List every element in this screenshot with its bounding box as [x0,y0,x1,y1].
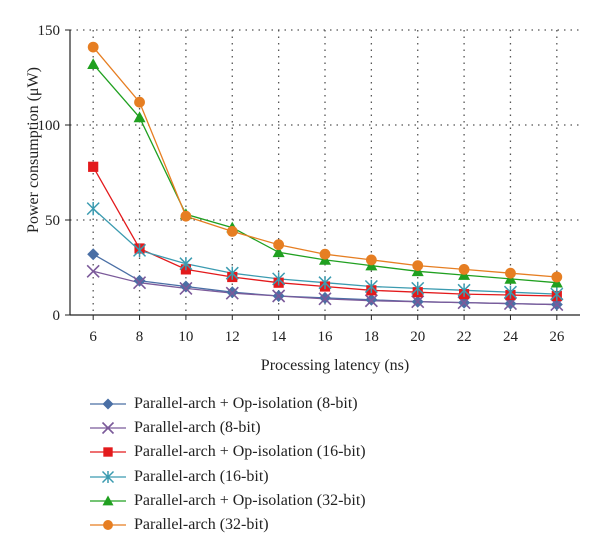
data-point [179,257,193,271]
y-tick-label: 100 [38,118,61,134]
data-point [365,254,377,266]
legend-swatch [90,398,126,410]
data-point [86,202,100,216]
y-tick-label: 150 [38,23,61,39]
legend-item: Parallel-arch (8-bit) [88,416,488,440]
data-point [318,276,332,290]
data-point [134,96,145,108]
x-tick-label: 6 [89,329,97,345]
grid-lines [70,29,580,315]
y-axis-title: Power consumption (μW) [25,67,42,233]
x-axis-title: Processing latency (ns) [261,357,409,374]
series-markers [86,41,564,312]
line-chart: 6 8 10 12 14 16 18 20 22 24 26 0 50 100 150 Processin… [25,23,580,374]
x-tick-label: 16 [318,329,334,345]
data-point [364,279,378,294]
legend-swatch [90,470,126,483]
x-tick-label: 22 [457,329,472,345]
x-tick-label: 24 [503,329,519,345]
legend-item: Parallel-arch + Op-isolation (16-bit) [88,440,488,464]
data-point [272,289,286,303]
data-point [364,294,378,308]
x-tick-label: 12 [225,329,240,345]
data-point [411,295,425,309]
legend-label: Parallel-arch + Op-isolation (16-bit) [134,443,366,461]
data-point [411,281,425,295]
data-point [103,520,113,530]
data-point [179,281,193,295]
data-point [180,210,192,222]
x-tick-label: 8 [136,329,144,345]
data-point [87,248,100,261]
data-point [132,276,147,290]
data-point [101,470,115,483]
series-line [92,46,557,278]
data-point [458,264,470,275]
data-point [133,111,146,123]
data-point [133,243,147,257]
data-point [319,248,331,260]
data-point [457,283,471,297]
data-point [226,226,238,237]
data-point [101,422,115,435]
legend-label: Parallel-arch + Op-isolation (32-bit) [134,491,366,509]
legend-swatch [90,520,126,530]
x-tick-label: 26 [549,329,565,345]
data-point [412,260,424,271]
data-point [273,239,285,251]
legend-item: Parallel-arch + Op-isolation (32-bit) [88,489,488,513]
data-point [550,287,564,301]
data-point [225,286,239,300]
x-tick-label: 14 [271,329,287,345]
x-tick-label: 20 [410,329,425,345]
x-axis-ticks: 6 8 10 12 14 16 18 20 22 24 26 [89,315,565,345]
y-axis-ticks: 0 50 100 150 [38,23,70,324]
data-point [225,266,239,280]
legend-label: Parallel-arch (32-bit) [134,516,269,534]
legend-swatch [90,495,126,506]
data-point [87,58,100,69]
data-point [272,246,285,258]
legend-swatch [90,447,126,458]
x-tick-label: 18 [364,329,379,345]
x-tick-label: 10 [178,329,193,345]
data-point [88,161,99,172]
data-point [102,398,114,410]
data-point [503,285,517,299]
legend-swatch [90,422,126,435]
y-tick-label: 0 [53,308,61,324]
data-point [551,271,563,283]
data-point [179,280,192,293]
y-tick-label: 50 [45,213,60,229]
legend-item: Parallel-arch + Op-isolation (8-bit) [88,392,488,416]
data-point [102,495,114,506]
data-point [87,41,99,53]
legend-item: Parallel-arch (16-bit) [88,465,488,489]
data-point [133,274,146,287]
chart-legend: Parallel-arch + Op-isolation (8-bit) Para… [88,392,488,537]
data-point [272,272,286,286]
data-point [505,267,516,279]
legend-label: Parallel-arch (8-bit) [134,419,261,437]
data-point [318,292,332,306]
data-point [103,447,113,458]
series-lines [92,46,557,306]
data-point [86,264,100,278]
legend-item: Parallel-arch (32-bit) [88,513,488,537]
legend-label: Parallel-arch (16-bit) [134,467,269,485]
legend-label: Parallel-arch + Op-isolation (8-bit) [134,395,358,413]
